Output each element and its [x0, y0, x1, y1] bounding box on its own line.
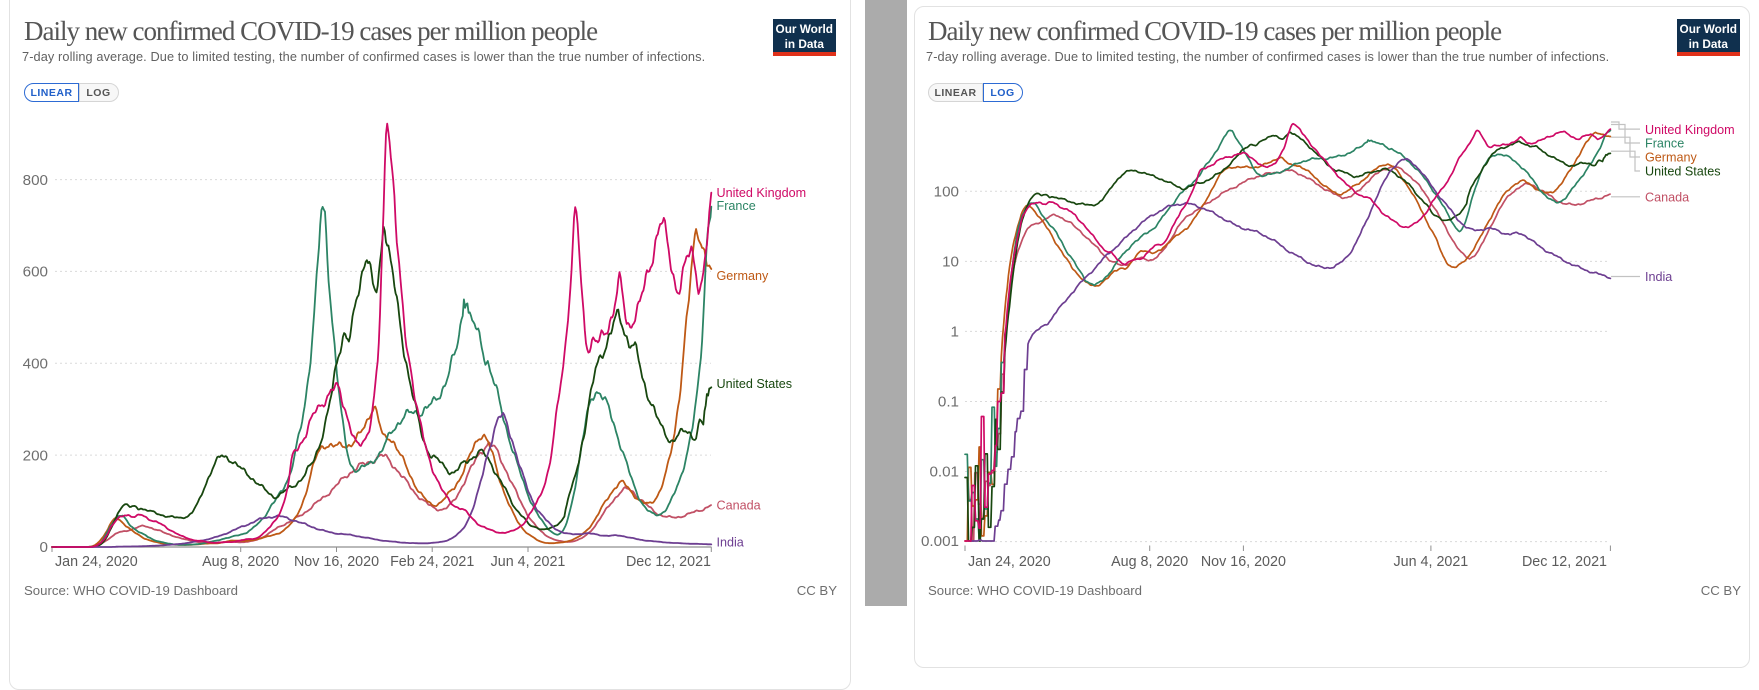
- svg-text:0: 0: [40, 539, 48, 556]
- svg-text:Nov 16, 2020: Nov 16, 2020: [1201, 554, 1286, 570]
- svg-text:Germany: Germany: [717, 269, 769, 283]
- svg-text:0.01: 0.01: [929, 464, 959, 481]
- svg-text:10: 10: [942, 254, 959, 271]
- svg-text:Aug 8, 2020: Aug 8, 2020: [202, 554, 279, 570]
- svg-text:0.001: 0.001: [921, 533, 959, 550]
- svg-text:India: India: [717, 536, 744, 550]
- svg-text:United Kingdom: United Kingdom: [1645, 123, 1735, 137]
- svg-text:Nov 16, 2020: Nov 16, 2020: [294, 554, 379, 570]
- svg-text:Jan 24, 2020: Jan 24, 2020: [55, 554, 138, 570]
- svg-text:Germany: Germany: [1645, 151, 1697, 165]
- svg-text:Canada: Canada: [717, 498, 761, 512]
- svg-text:800: 800: [23, 172, 48, 189]
- svg-text:Aug 8, 2020: Aug 8, 2020: [1111, 554, 1188, 570]
- svg-text:India: India: [1645, 270, 1672, 284]
- svg-text:Feb 24, 2021: Feb 24, 2021: [390, 554, 474, 570]
- svg-text:United Kingdom: United Kingdom: [717, 186, 807, 200]
- svg-text:United States: United States: [1645, 165, 1721, 179]
- svg-text:Canada: Canada: [1645, 191, 1689, 205]
- svg-text:France: France: [1645, 137, 1684, 151]
- svg-text:1: 1: [951, 324, 959, 341]
- svg-text:France: France: [717, 199, 756, 213]
- svg-text:United States: United States: [717, 377, 793, 391]
- svg-text:Jun 4, 2021: Jun 4, 2021: [491, 554, 566, 570]
- svg-text:Jun 4, 2021: Jun 4, 2021: [1394, 554, 1469, 570]
- svg-text:Jan 24, 2020: Jan 24, 2020: [968, 554, 1051, 570]
- svg-text:Dec 12, 2021: Dec 12, 2021: [626, 554, 711, 570]
- svg-text:400: 400: [23, 356, 48, 373]
- svg-text:0.1: 0.1: [938, 394, 959, 411]
- svg-text:Dec 12, 2021: Dec 12, 2021: [1522, 554, 1607, 570]
- svg-text:200: 200: [23, 447, 48, 464]
- svg-text:600: 600: [23, 264, 48, 281]
- svg-text:100: 100: [934, 184, 959, 201]
